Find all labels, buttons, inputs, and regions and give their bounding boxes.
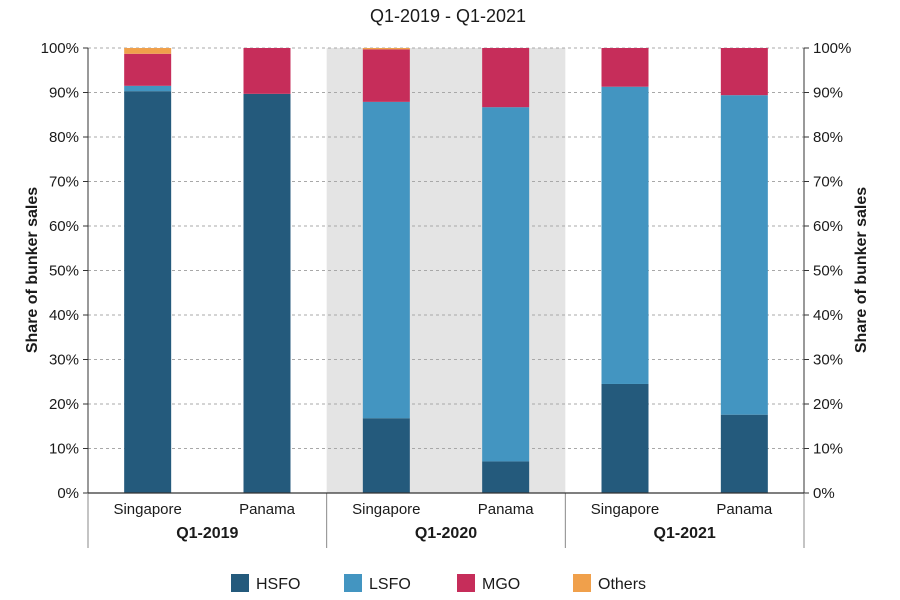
y-tick-label-right: 100% bbox=[813, 40, 851, 57]
bar-segment-hsfo-singapore-q1-2020 bbox=[362, 418, 410, 493]
y-tick-label-left: 90% bbox=[49, 85, 79, 102]
bar-segment-lsfo-singapore-q1-2020 bbox=[362, 101, 410, 419]
bars bbox=[124, 48, 768, 494]
y-axis-title-left: Share of bunker sales bbox=[24, 187, 41, 353]
bar-segment-mgo-singapore-q1-2020 bbox=[362, 49, 410, 102]
axes: 0% 0% 10% 10% 20% 20% 30% 30% 40% 40% 50% 50% 60% 60%… bbox=[41, 40, 851, 548]
legend-label-lsfo: LSFO bbox=[369, 576, 411, 593]
legend-swatch-mgo bbox=[457, 574, 475, 592]
x-category-label: Panama bbox=[478, 501, 535, 518]
bar-segment-hsfo-singapore-q1-2019 bbox=[124, 91, 172, 493]
bar-segment-hsfo-panama-q1-2021 bbox=[720, 414, 768, 493]
y-tick-label-right: 90% bbox=[813, 85, 843, 102]
x-category-label: Singapore bbox=[113, 501, 181, 518]
y-tick-label-left: 70% bbox=[49, 174, 79, 191]
legend-swatch-lsfo bbox=[344, 574, 362, 592]
legend-swatch-others bbox=[573, 574, 591, 592]
y-tick-label-left: 100% bbox=[41, 40, 79, 57]
bar-segment-lsfo-panama-q1-2020 bbox=[482, 107, 530, 462]
y-axis-title-right: Share of bunker sales bbox=[853, 187, 870, 353]
y-tick-label-left: 50% bbox=[49, 263, 79, 280]
y-tick-label-left: 0% bbox=[57, 485, 79, 502]
bar-segment-hsfo-singapore-q1-2021 bbox=[601, 383, 649, 493]
shaded-period-Q1-2020 bbox=[326, 48, 566, 493]
bar-segment-hsfo-panama-q1-2019 bbox=[243, 93, 291, 494]
shaded-period-layer bbox=[326, 48, 566, 493]
y-tick-label-left: 40% bbox=[49, 307, 79, 324]
y-tick-label-right: 50% bbox=[813, 263, 843, 280]
x-group-label: Q1-2021 bbox=[654, 525, 716, 542]
y-tick-label-left: 60% bbox=[49, 218, 79, 235]
y-tick-label-right: 40% bbox=[813, 307, 843, 324]
x-category-label: Panama bbox=[716, 501, 773, 518]
bar-segment-mgo-singapore-q1-2021 bbox=[601, 48, 649, 87]
gridlines bbox=[88, 47, 804, 449]
y-tick-label-right: 0% bbox=[813, 485, 835, 502]
bar-segment-lsfo-singapore-q1-2019 bbox=[124, 85, 172, 92]
bar-segment-lsfo-singapore-q1-2021 bbox=[601, 86, 649, 384]
bar-segment-mgo-panama-q1-2019 bbox=[243, 48, 291, 94]
y-tick-label-left: 20% bbox=[49, 396, 79, 413]
bar-segment-mgo-singapore-q1-2019 bbox=[124, 53, 172, 86]
legend-swatch-hsfo bbox=[231, 574, 249, 592]
bar-segment-hsfo-panama-q1-2020 bbox=[482, 461, 530, 493]
bar-segment-others-singapore-q1-2019 bbox=[124, 48, 172, 54]
y-tick-label-right: 10% bbox=[813, 441, 843, 458]
x-group-label: Q1-2019 bbox=[176, 525, 238, 542]
x-category-label: Panama bbox=[239, 501, 296, 518]
y-tick-label-right: 30% bbox=[813, 352, 843, 369]
x-group-label: Q1-2020 bbox=[415, 525, 477, 542]
legend-label-others: Others bbox=[598, 576, 646, 593]
bar-segment-lsfo-panama-q1-2021 bbox=[720, 95, 768, 415]
y-tick-label-right: 60% bbox=[813, 218, 843, 235]
x-category-label: Singapore bbox=[352, 501, 420, 518]
y-tick-label-left: 80% bbox=[49, 129, 79, 146]
bar-segment-mgo-panama-q1-2020 bbox=[482, 48, 530, 108]
y-tick-label-left: 30% bbox=[49, 352, 79, 369]
bar-segment-mgo-panama-q1-2021 bbox=[720, 48, 768, 96]
y-tick-label-right: 20% bbox=[813, 396, 843, 413]
bar-segment-others-singapore-q1-2020 bbox=[362, 48, 410, 50]
legend: HSFO LSFO MGO Others bbox=[231, 574, 646, 593]
y-tick-label-right: 70% bbox=[813, 174, 843, 191]
y-tick-label-right: 80% bbox=[813, 129, 843, 146]
x-category-label: Singapore bbox=[591, 501, 659, 518]
legend-label-hsfo: HSFO bbox=[256, 576, 300, 593]
legend-label-mgo: MGO bbox=[482, 576, 520, 593]
chart-title: Q1-2019 - Q1-2021 bbox=[370, 6, 526, 26]
y-tick-label-left: 10% bbox=[49, 441, 79, 458]
